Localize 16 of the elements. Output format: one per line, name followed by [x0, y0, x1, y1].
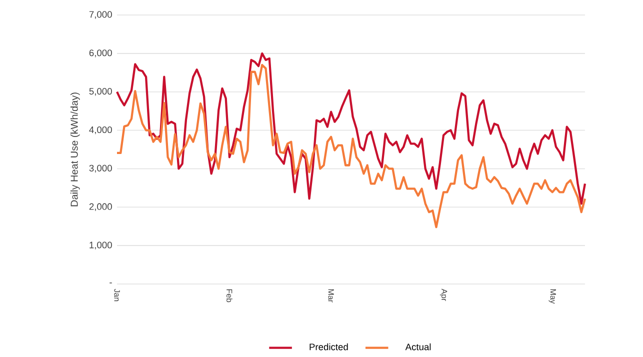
y-axis-title: Daily Heat Use (kWh/day): [70, 92, 80, 206]
y-tick-label: 5,000: [89, 88, 112, 96]
x-tick-label: Jan: [114, 288, 120, 301]
y-tick-label: 2,000: [89, 203, 112, 211]
y-tick-label: 3,000: [89, 164, 112, 172]
legend-label: Predicted: [310, 343, 348, 350]
y-tick-label: -: [110, 282, 112, 284]
x-tick-label: Feb: [226, 289, 232, 302]
x-tick-label: Apr: [440, 288, 448, 301]
x-tick-label: Mar: [328, 289, 334, 302]
y-tick-label: 7,000: [89, 10, 112, 19]
x-tick-label: May: [548, 289, 556, 304]
y-tick-label: 6,000: [89, 49, 112, 58]
y-tick-label: 4,000: [89, 126, 112, 134]
y-tick-label: 1,000: [90, 241, 112, 250]
legend-label: Actual: [405, 343, 431, 350]
